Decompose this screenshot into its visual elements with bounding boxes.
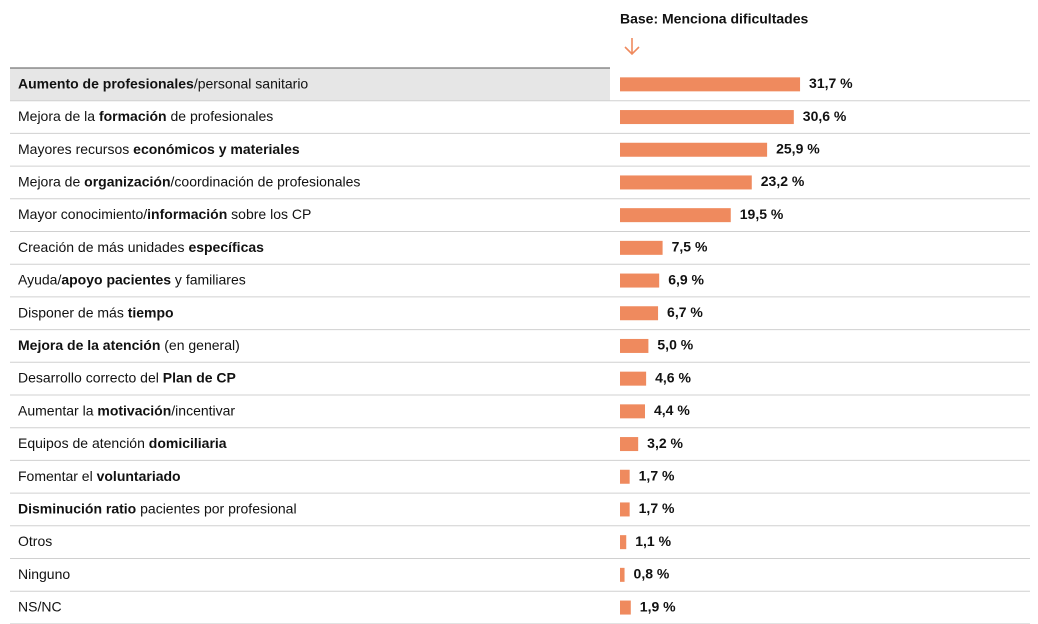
label-segment: sobre los CP bbox=[227, 206, 311, 222]
label-segment: Aumentar la bbox=[18, 402, 97, 418]
category-label: Equipos de atención domiciliaria bbox=[18, 435, 227, 451]
value-label: 0,8 % bbox=[634, 566, 670, 582]
category-label: Fomentar el voluntariado bbox=[18, 467, 181, 483]
category-label: NS/NC bbox=[18, 598, 62, 614]
category-label: Mayores recursos económicos y materiales bbox=[18, 140, 300, 156]
bar bbox=[620, 600, 631, 615]
label-segment: Equipos de atención bbox=[18, 435, 149, 451]
label-segment: información bbox=[147, 206, 227, 222]
value-label: 1,1 % bbox=[635, 533, 671, 549]
label-segment: Disponer de más bbox=[18, 304, 128, 320]
value-label: 5,0 % bbox=[657, 337, 693, 353]
category-label: Mejora de la formación de profesionales bbox=[18, 108, 273, 124]
value-label: 6,9 % bbox=[668, 271, 704, 287]
label-segment: específicas bbox=[188, 239, 264, 255]
category-label: Otros bbox=[18, 533, 52, 549]
category-label: Aumento de profesionales/personal sanita… bbox=[18, 75, 308, 91]
category-label: Desarrollo correcto del Plan de CP bbox=[18, 369, 236, 385]
category-label: Ninguno bbox=[18, 566, 70, 582]
label-segment: Disminución ratio bbox=[18, 500, 136, 516]
header: Base: Menciona dificultades bbox=[620, 11, 808, 27]
label-segment: Mayores recursos bbox=[18, 140, 133, 156]
bar bbox=[620, 240, 663, 255]
label-segment: y familiares bbox=[171, 271, 246, 287]
label-segment: Aumento de profesionales bbox=[18, 75, 194, 91]
bar bbox=[620, 208, 731, 223]
label-segment: /coordinación de profesionales bbox=[171, 173, 361, 189]
bar bbox=[620, 371, 647, 386]
label-segment: Creación de más unidades bbox=[18, 239, 188, 255]
label-segment: /incentivar bbox=[171, 402, 235, 418]
label-segment: Mejora de la atención bbox=[18, 337, 160, 353]
value-label: 6,7 % bbox=[667, 304, 703, 320]
category-label: Creación de más unidades específicas bbox=[18, 239, 264, 255]
label-segment: tiempo bbox=[128, 304, 174, 320]
label-segment: Mejora de bbox=[18, 173, 84, 189]
bar bbox=[620, 77, 801, 92]
label-segment: Otros bbox=[18, 533, 52, 549]
bar bbox=[620, 273, 660, 288]
bar bbox=[620, 567, 625, 582]
label-segment: Mejora de la bbox=[18, 108, 99, 124]
category-label: Mayor conocimiento/información sobre los… bbox=[18, 206, 311, 222]
arrow bbox=[624, 38, 640, 56]
bar bbox=[620, 175, 752, 190]
bar bbox=[620, 142, 768, 157]
value-label: 30,6 % bbox=[803, 108, 847, 124]
label-segment: Ayuda/ bbox=[18, 271, 61, 287]
value-label: 1,9 % bbox=[640, 598, 676, 614]
category-label: Aumentar la motivación/incentivar bbox=[18, 402, 235, 418]
bar bbox=[620, 306, 659, 321]
label-segment: Ninguno bbox=[18, 566, 70, 582]
category-label: Ayuda/apoyo pacientes y familiares bbox=[18, 271, 246, 287]
bar bbox=[620, 338, 649, 353]
row-highlight bbox=[10, 68, 610, 101]
bar bbox=[620, 502, 630, 517]
value-label: 1,7 % bbox=[639, 467, 675, 483]
value-label: 7,5 % bbox=[672, 239, 708, 255]
bar bbox=[620, 404, 645, 419]
value-label: 25,9 % bbox=[776, 140, 820, 156]
category-label: Disponer de más tiempo bbox=[18, 304, 174, 320]
label-segment: organización bbox=[84, 173, 170, 189]
label-segment: Desarrollo correcto del bbox=[18, 369, 163, 385]
label-segment: formación bbox=[99, 108, 167, 124]
label-segment: voluntariado bbox=[97, 467, 181, 483]
bar bbox=[620, 469, 630, 484]
label-segment: /personal sanitario bbox=[194, 75, 309, 91]
value-label: 4,6 % bbox=[655, 369, 691, 385]
value-label: 23,2 % bbox=[761, 173, 805, 189]
bar bbox=[620, 110, 794, 125]
value-label: 3,2 % bbox=[647, 435, 683, 451]
value-label: 31,7 % bbox=[809, 75, 853, 91]
label-segment: (en general) bbox=[160, 337, 239, 353]
value-label: 1,7 % bbox=[639, 500, 675, 516]
label-segment: domiciliaria bbox=[149, 435, 227, 451]
label-segment: motivación bbox=[97, 402, 171, 418]
label-segment: pacientes por profesional bbox=[136, 500, 296, 516]
label-segment: Fomentar el bbox=[18, 467, 97, 483]
value-label: 19,5 % bbox=[740, 206, 784, 222]
value-label: 4,4 % bbox=[654, 402, 690, 418]
label-segment: económicos y materiales bbox=[133, 140, 300, 156]
label-segment: NS/NC bbox=[18, 598, 62, 614]
label-segment: apoyo pacientes bbox=[61, 271, 171, 287]
bar bbox=[620, 437, 639, 452]
category-label: Mejora de la atención (en general) bbox=[18, 337, 240, 353]
bar bbox=[620, 535, 627, 550]
label-segment: Mayor conocimiento/ bbox=[18, 206, 147, 222]
label-segment: de profesionales bbox=[167, 108, 274, 124]
category-label: Mejora de organización/coordinación de p… bbox=[18, 173, 360, 189]
category-label: Disminución ratio pacientes por profesio… bbox=[18, 500, 297, 516]
label-segment: Plan de CP bbox=[163, 369, 236, 385]
